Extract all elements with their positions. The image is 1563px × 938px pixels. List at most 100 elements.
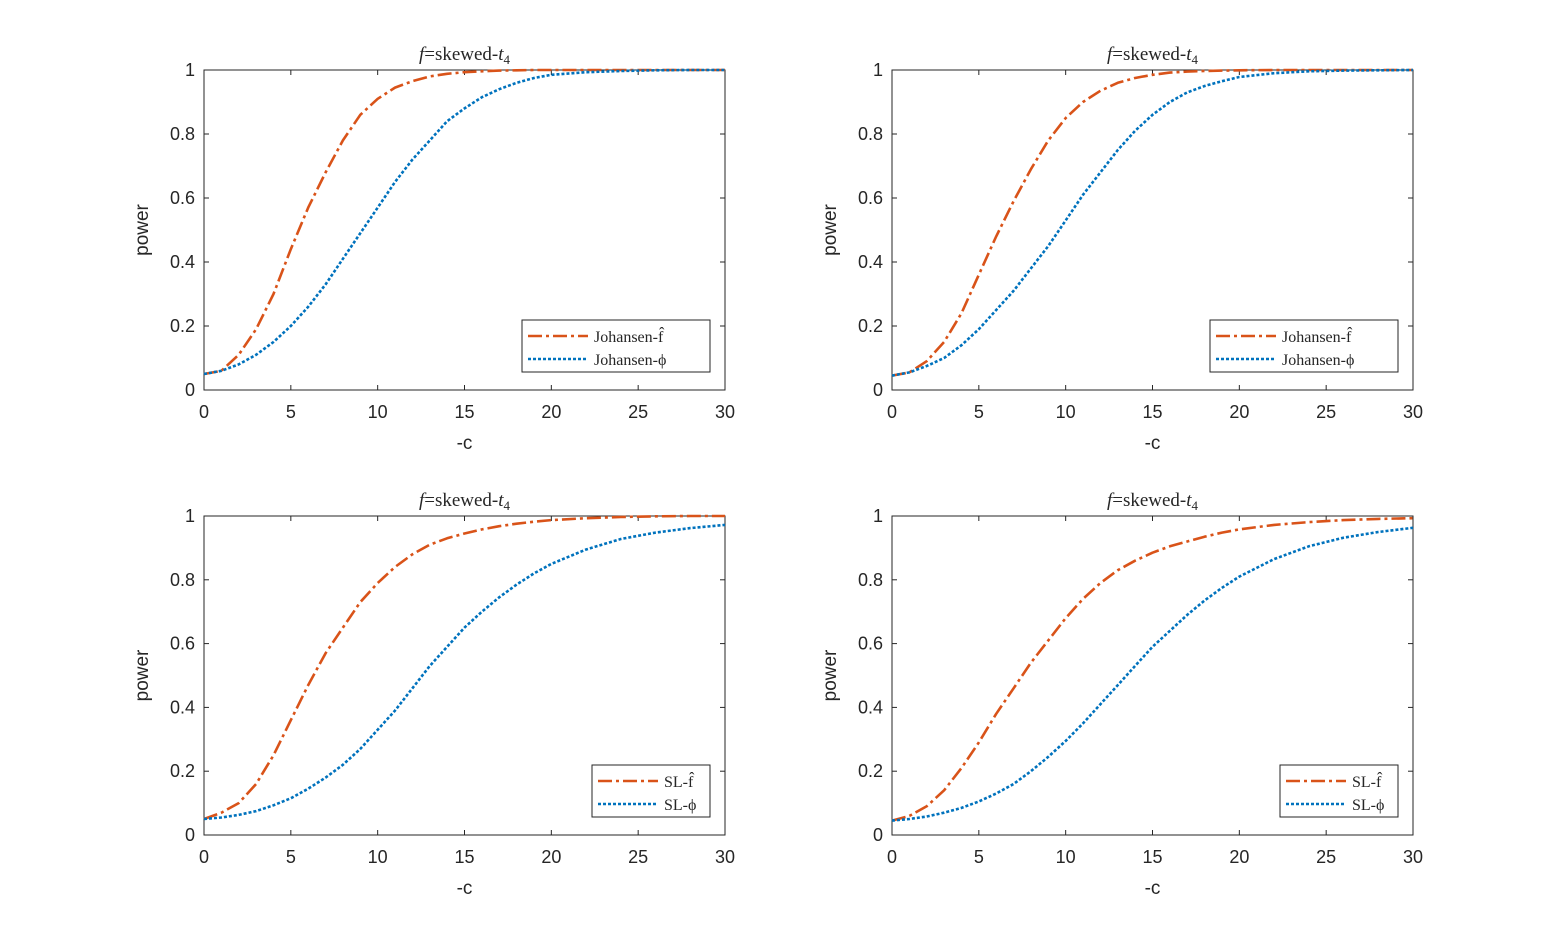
x-tick-label: 20 xyxy=(1229,847,1249,867)
x-tick-label: 5 xyxy=(286,402,296,422)
x-tick-label: 20 xyxy=(541,402,561,422)
chart-panel-4: 0 5 10 15 20 25 30 0 0.2 0.4 0.6 0.8 1 -c power f=skewe… xyxy=(820,490,1423,899)
y-tick-label: 0.8 xyxy=(170,124,195,144)
title-subscript: 4 xyxy=(1192,498,1199,513)
x-tick-label: 5 xyxy=(974,402,984,422)
x-axis-label: -c xyxy=(1145,878,1161,899)
x-tick-label: 0 xyxy=(887,402,897,422)
x-tick-label: 10 xyxy=(368,847,388,867)
x-tick-label: 15 xyxy=(454,402,474,422)
title-f: f xyxy=(1107,490,1115,511)
y-tick-label: 0 xyxy=(873,380,883,400)
y-tick-label: 0 xyxy=(873,825,883,845)
legend-label: Johansen-ϕ xyxy=(594,352,666,369)
title-t: t xyxy=(498,44,504,65)
y-tick-label: 0 xyxy=(185,380,195,400)
title-mid: =skewed- xyxy=(1112,490,1186,511)
legend-label: SL-ϕ xyxy=(1352,797,1384,814)
series-line-f-hat xyxy=(891,516,1414,822)
y-tick-label: 0.6 xyxy=(170,634,195,654)
title-f: f xyxy=(1107,44,1115,65)
y-tick-label: 0.6 xyxy=(858,188,883,208)
y-tick-label: 0.2 xyxy=(170,761,195,781)
y-tick-label: 0.6 xyxy=(858,634,883,654)
y-tick-label: 0.4 xyxy=(858,252,883,272)
title-subscript: 4 xyxy=(1192,52,1199,67)
chart-panel-1: 0 5 10 15 20 25 30 0 0.2 0.4 0.6 0.8 1 -c power f=skewe… xyxy=(132,44,735,454)
y-tick-label: 0.6 xyxy=(170,188,195,208)
legend: SL-f̂ SL-ϕ xyxy=(1279,764,1399,818)
x-tick-label: 25 xyxy=(1316,402,1336,422)
chart-panel-2: 0 5 10 15 20 25 30 0 0.2 0.4 0.6 0.8 1 -c power f=skewe… xyxy=(820,44,1423,454)
title-subscript: 4 xyxy=(504,498,511,513)
x-tick-label: 0 xyxy=(199,847,209,867)
x-tick-label: 15 xyxy=(1142,402,1162,422)
legend-label: SL-ϕ xyxy=(664,797,696,814)
x-tick-label: 5 xyxy=(974,847,984,867)
title-f: f xyxy=(419,44,427,65)
legend: SL-f̂ SL-ϕ xyxy=(591,764,711,818)
title-t: t xyxy=(498,490,504,511)
legend-box xyxy=(521,319,711,373)
legend-label: Johansen-ϕ xyxy=(1282,352,1354,369)
x-tick-label: 15 xyxy=(1142,847,1162,867)
y-axis-label: power xyxy=(820,649,841,701)
y-tick-label: 0.8 xyxy=(170,570,195,590)
title-t: t xyxy=(1186,490,1192,511)
y-tick-label: 0.4 xyxy=(858,697,883,717)
x-tick-label: 30 xyxy=(1403,847,1423,867)
y-tick-label: 0.4 xyxy=(170,697,195,717)
chart-panel-3: 0 5 10 15 20 25 30 0 0.2 0.4 0.6 0.8 1 -c power f=skewe… xyxy=(132,490,735,899)
x-axis-label: -c xyxy=(1145,433,1161,454)
y-tick-label: 1 xyxy=(873,506,883,526)
x-tick-label: 25 xyxy=(628,402,648,422)
y-tick-label: 0.8 xyxy=(858,124,883,144)
y-tick-label: 0.8 xyxy=(858,570,883,590)
legend-box xyxy=(1279,764,1399,818)
title-mid: =skewed- xyxy=(424,490,498,511)
title-f: f xyxy=(419,490,427,511)
title-mid: =skewed- xyxy=(424,44,498,65)
title-mid: =skewed- xyxy=(1112,44,1186,65)
x-axis-label: -c xyxy=(457,878,473,899)
y-axis-label: power xyxy=(132,203,153,255)
chart-title: f=skewed-t4 xyxy=(1107,490,1199,513)
x-tick-label: 30 xyxy=(1403,402,1423,422)
title-subscript: 4 xyxy=(504,52,511,67)
x-axis-label: -c xyxy=(457,433,473,454)
y-tick-label: 1 xyxy=(185,60,195,80)
x-tick-label: 5 xyxy=(286,847,296,867)
x-tick-label: 0 xyxy=(887,847,897,867)
series-line-f-hat xyxy=(891,68,1413,377)
chart-title: f=skewed-t4 xyxy=(419,490,511,513)
x-tick-label: 25 xyxy=(1316,847,1336,867)
series-line-phi xyxy=(891,68,1414,377)
legend: Johansen-f̂ Johansen-ϕ xyxy=(521,319,711,373)
legend-box xyxy=(591,764,711,818)
x-tick-label: 10 xyxy=(368,402,388,422)
legend-label: SL-f̂ xyxy=(664,771,695,791)
title-t: t xyxy=(1186,44,1192,65)
x-tick-label: 20 xyxy=(541,847,561,867)
legend-label: Johansen-f̂ xyxy=(1282,326,1353,346)
x-tick-label: 0 xyxy=(199,402,209,422)
legend-label: Johansen-f̂ xyxy=(594,326,665,346)
legend-box xyxy=(1209,319,1399,373)
y-tick-label: 0 xyxy=(185,825,195,845)
series-line-f-hat xyxy=(203,514,725,821)
x-tick-label: 10 xyxy=(1056,402,1076,422)
chart-title: f=skewed-t4 xyxy=(419,44,511,67)
y-axis-label: power xyxy=(132,649,153,701)
y-tick-label: 0.4 xyxy=(170,252,195,272)
x-tick-label: 30 xyxy=(715,847,735,867)
y-axis-label: power xyxy=(820,203,841,255)
y-tick-label: 1 xyxy=(873,60,883,80)
x-tick-label: 20 xyxy=(1229,402,1249,422)
y-tick-label: 0.2 xyxy=(858,316,883,336)
x-tick-label: 15 xyxy=(454,847,474,867)
series-line-f-hat xyxy=(203,68,725,376)
y-tick-label: 0.2 xyxy=(170,316,195,336)
legend: Johansen-f̂ Johansen-ϕ xyxy=(1209,319,1399,373)
legend-label: SL-f̂ xyxy=(1352,771,1383,791)
